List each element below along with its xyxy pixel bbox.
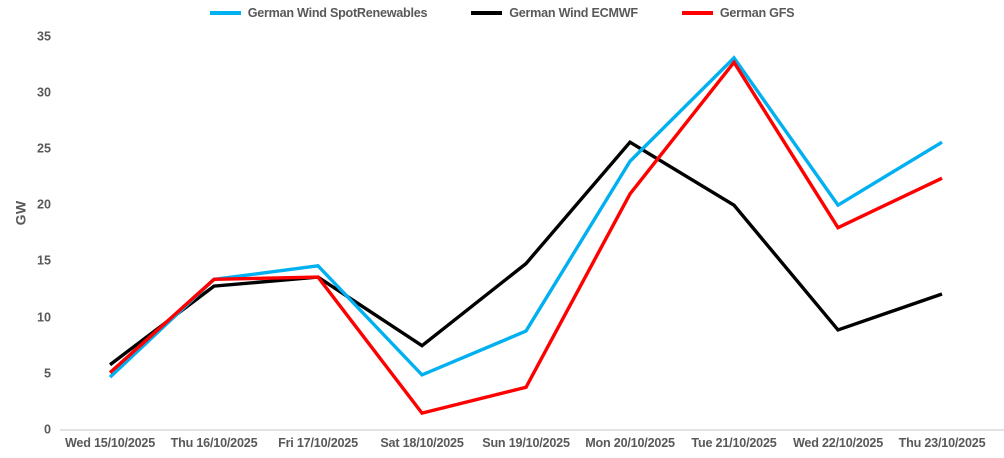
legend-line-swatch-icon xyxy=(681,11,713,15)
legend-line-swatch-icon xyxy=(471,11,503,15)
y-axis-tick-label: 0 xyxy=(43,422,51,437)
series-line[interactable] xyxy=(108,59,943,416)
series-line[interactable] xyxy=(108,139,943,367)
legend-item-label: German Wind SpotRenewables xyxy=(247,5,428,20)
x-axis-tick-labels: Wed 15/10/2025 Thu 16/10/2025 Fri 17/10/20… xyxy=(0,437,1004,458)
y-axis-tick-labels: 0 5 10 15 20 25 30 35 xyxy=(0,0,60,458)
x-axis-tick-label: Sat 18/10/2025 xyxy=(380,436,464,450)
x-axis-tick-label: Tue 21/10/2025 xyxy=(691,436,777,450)
x-axis-tick-label: Mon 20/10/2025 xyxy=(585,436,675,450)
x-axis-tick-label: Thu 16/10/2025 xyxy=(170,436,258,450)
legend-item-label: German GFS xyxy=(719,5,795,20)
legend-item[interactable]: German GFS xyxy=(681,5,795,20)
legend-item-label: German Wind ECMWF xyxy=(509,5,638,20)
y-axis-tick-label: 15 xyxy=(36,254,51,269)
legend-item[interactable]: German Wind SpotRenewables xyxy=(209,5,428,20)
y-axis-tick-label: 25 xyxy=(36,141,51,156)
y-axis-tick-label: 30 xyxy=(36,85,51,100)
x-axis-tick-label: Thu 23/10/2025 xyxy=(898,436,986,450)
y-axis-tick-label: 5 xyxy=(43,366,51,381)
y-axis-tick-label: 10 xyxy=(36,310,51,325)
y-axis-tick-label: 35 xyxy=(36,29,51,44)
x-axis-tick-label: Fri 17/10/2025 xyxy=(278,436,358,450)
y-axis-tick-label: 20 xyxy=(36,197,51,212)
x-axis-tick-label: Sun 19/10/2025 xyxy=(482,436,570,450)
legend-item[interactable]: German Wind ECMWF xyxy=(471,7,638,20)
chart-legend: German Wind SpotRenewables German Wind EC… xyxy=(0,0,1004,26)
x-axis-tick-label: Wed 15/10/2025 xyxy=(64,436,156,450)
legend-line-swatch-icon xyxy=(209,11,241,15)
series-line[interactable] xyxy=(108,55,943,379)
x-axis-tick-label: Wed 22/10/2025 xyxy=(792,436,884,450)
